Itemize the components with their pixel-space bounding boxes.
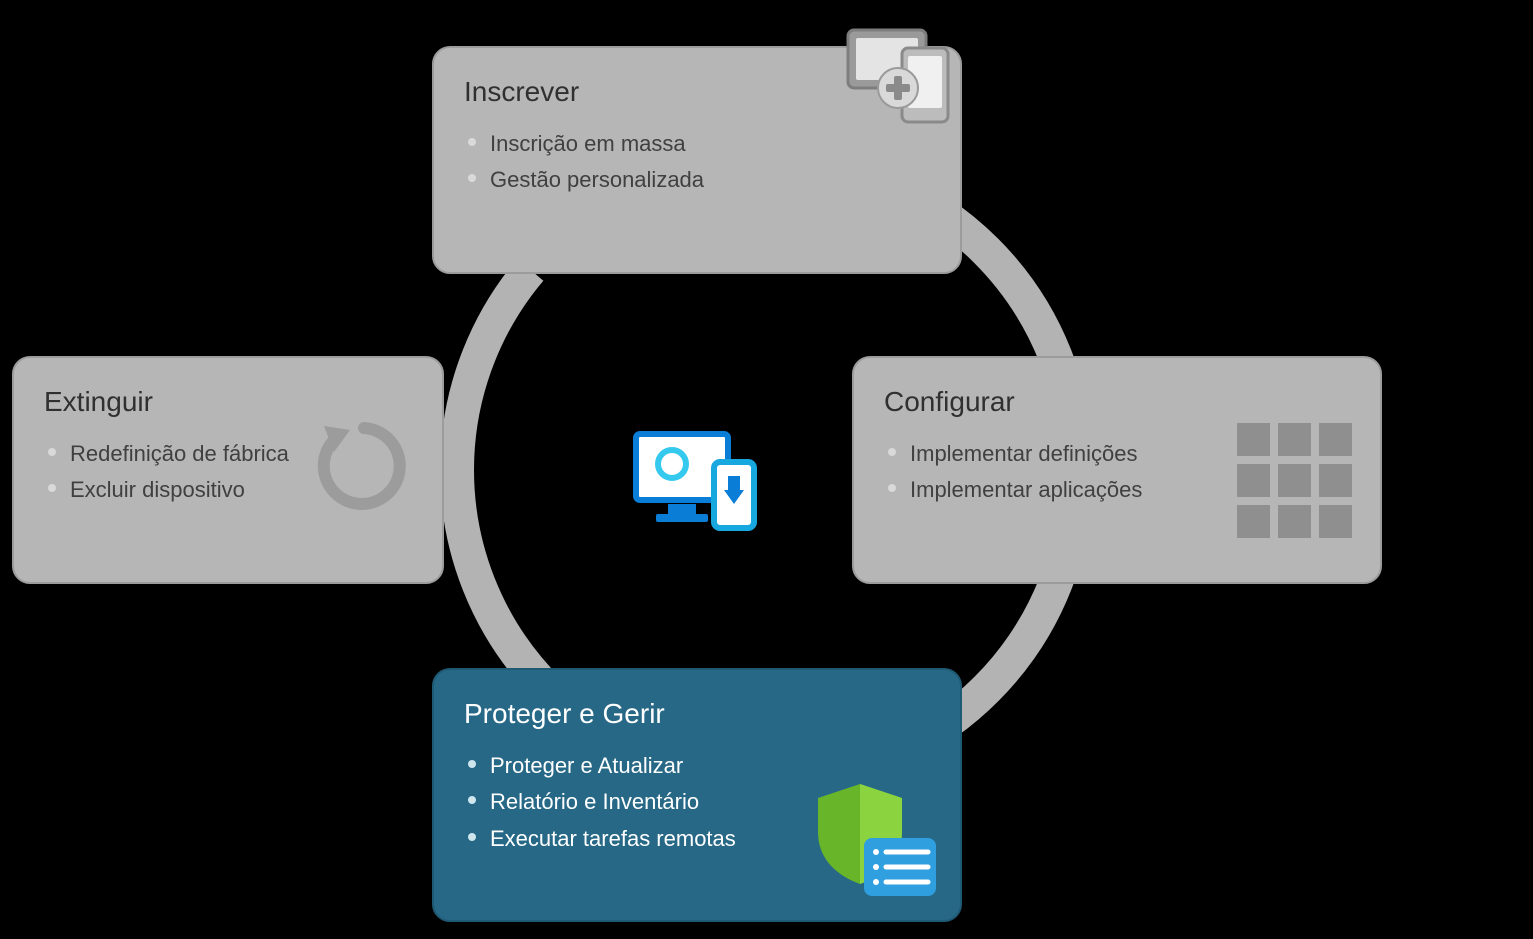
card-title: Proteger e Gerir [464,698,930,730]
list-item: Proteger e Atualizar [464,748,930,784]
card-proteger-gerir: Proteger e Gerir Proteger e Atualizar Re… [432,668,962,922]
intune-center-icon [628,428,768,538]
card-extinguir: Extinguir Redefinição de fábrica Excluir… [12,356,444,584]
card-title: Extinguir [44,386,412,418]
card-items: Inscrição em massa Gestão personalizada [464,126,930,199]
apps-grid-icon [1237,423,1352,538]
devices-plus-icon [844,26,964,126]
factory-reset-icon [314,416,414,516]
list-item: Gestão personalizada [464,162,930,198]
card-configurar: Configurar Implementar definições Implem… [852,356,1382,584]
card-title: Configurar [884,386,1350,418]
shield-report-icon [810,782,940,902]
card-inscrever: Inscrever Inscrição em massa Gestão pers… [432,46,962,274]
lifecycle-diagram: Inscrever Inscrição em massa Gestão pers… [0,0,1533,939]
list-item: Inscrição em massa [464,126,930,162]
